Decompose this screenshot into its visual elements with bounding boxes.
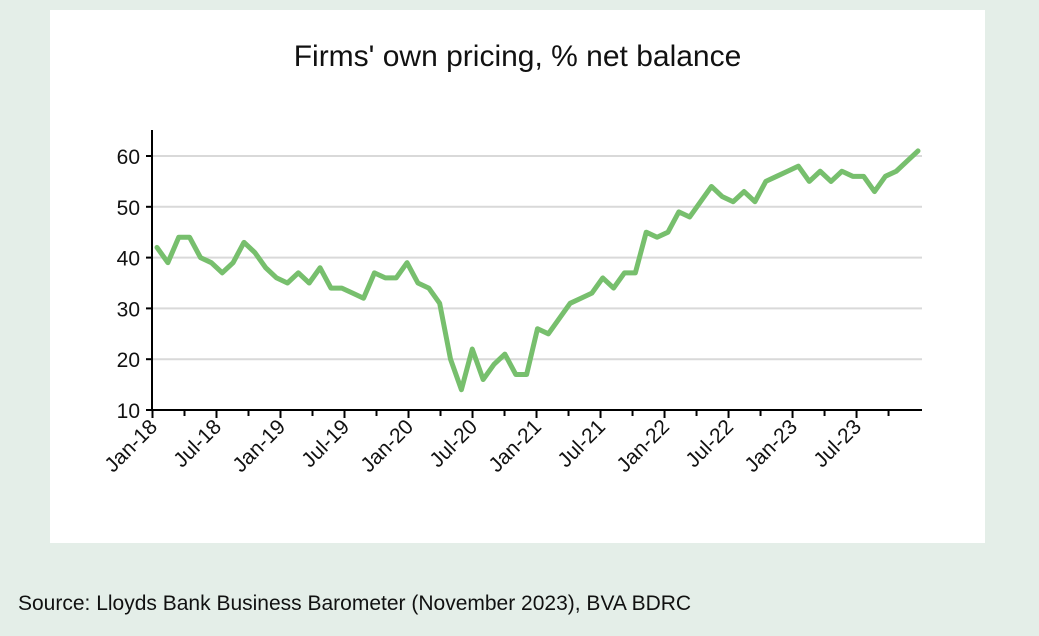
chart-panel	[50, 10, 985, 543]
series-line	[154, 148, 921, 393]
x-tick-label: Jul-20	[425, 415, 482, 472]
x-tick-label: Jan-19	[228, 415, 290, 477]
x-tick-label: Jul-21	[553, 415, 610, 472]
x-tick-label: Jan-21	[484, 415, 546, 477]
y-tick-label: 20	[117, 349, 140, 372]
x-tick-label: Jul-18	[169, 415, 226, 472]
x-tick-label: Jan-23	[740, 415, 802, 477]
y-tick-label: 60	[117, 146, 140, 169]
x-tick-label: Jan-20	[356, 415, 418, 477]
chart-title: Firms' own pricing, % net balance	[293, 40, 742, 73]
x-tick-label: Jan-22	[612, 415, 674, 477]
x-tick-label: Jul-19	[297, 415, 354, 472]
y-tick-label: 10	[117, 400, 140, 423]
x-tick-label: Jul-22	[681, 415, 738, 472]
y-tick-label: 40	[117, 248, 140, 271]
y-tick-label: 30	[117, 298, 140, 321]
source-note: Source: Lloyds Bank Business Barometer (…	[18, 592, 692, 615]
x-tick-label: Jan-18	[100, 415, 162, 477]
x-tick-label: Jul-23	[809, 415, 866, 472]
y-tick-label: 50	[117, 197, 140, 220]
